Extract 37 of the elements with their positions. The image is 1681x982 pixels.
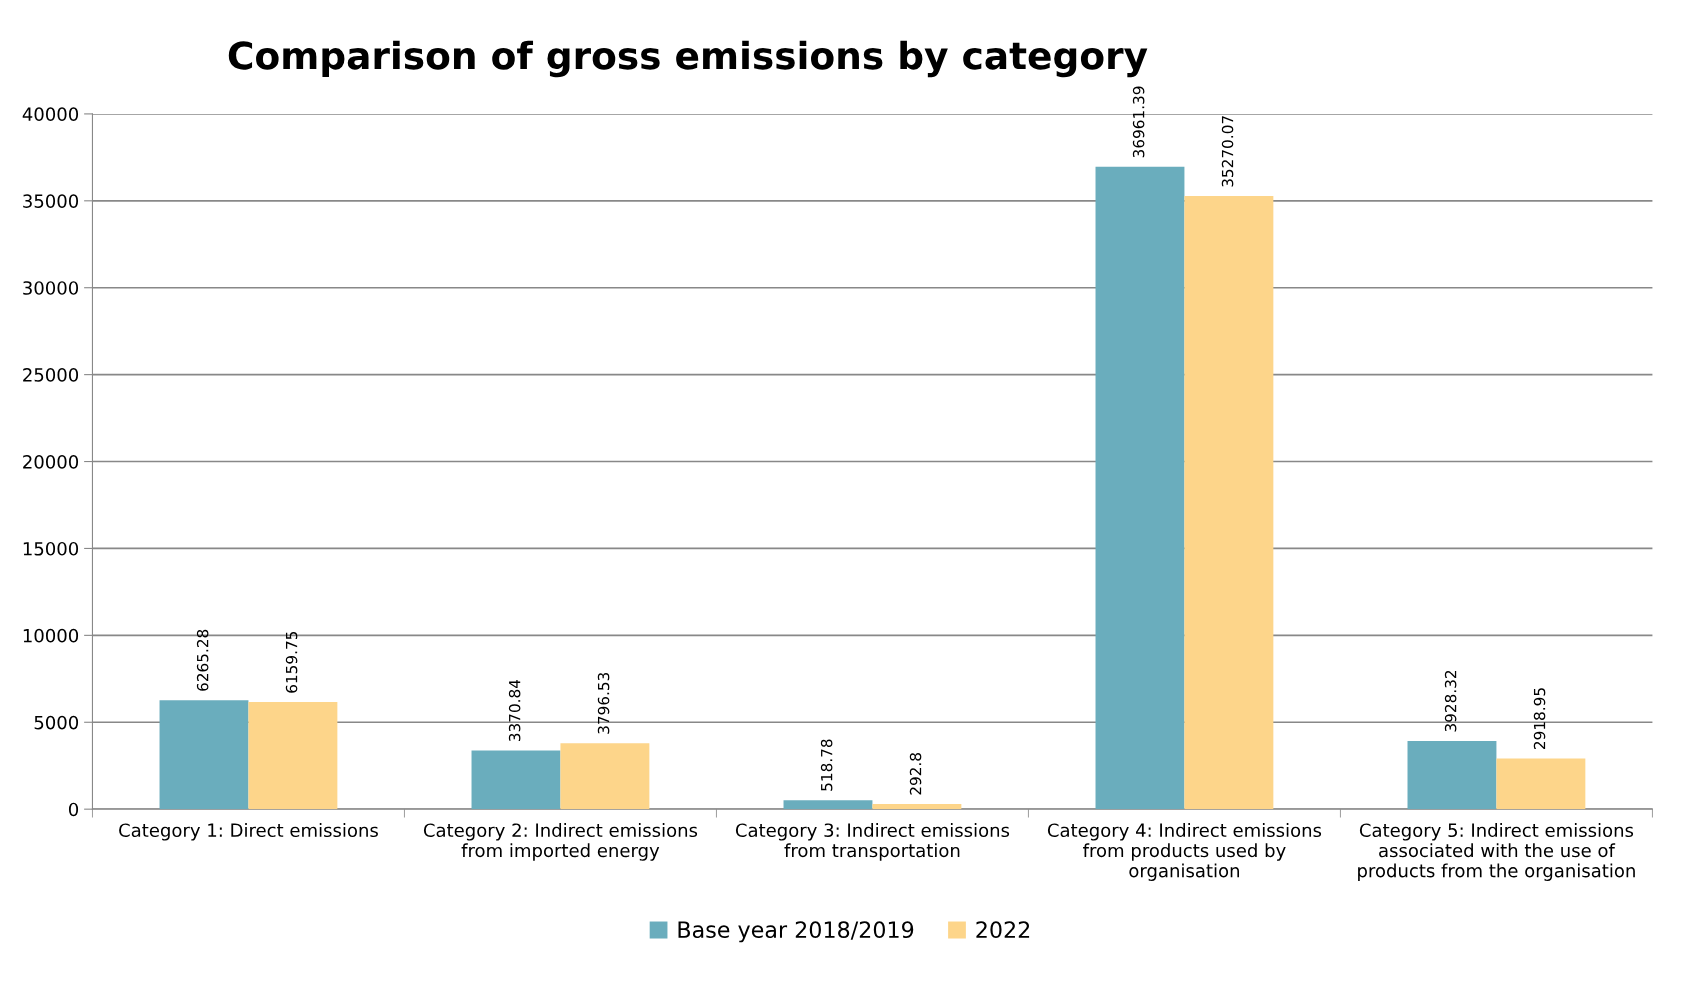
data-label: 3370.84	[508, 679, 521, 742]
bar	[872, 804, 962, 810]
y-tick-label: 10000	[23, 628, 79, 643]
x-tick-label: Category 2: Indirect emissions from imported energy	[423, 823, 698, 861]
y-tick-label: 20000	[23, 455, 79, 469]
y-tick-label: 30000	[23, 281, 79, 295]
data-label: 3928.32	[1444, 670, 1457, 732]
bar	[1407, 740, 1497, 810]
chart-title: Comparison of gross emissions by category	[228, 40, 1148, 78]
data-label: 292.8	[909, 753, 922, 795]
legend-label: 2022	[976, 921, 1030, 939]
data-label: 36961.39	[1132, 86, 1145, 158]
data-label: 518.78	[820, 739, 833, 791]
legend-label: Base year 2018/2019	[678, 921, 914, 943]
data-label: 6159.75	[285, 631, 298, 693]
y-tick-label: 25000	[23, 368, 79, 382]
x-tick-label: Category 1: Direct emissions	[119, 823, 378, 841]
y-tick-label: 35000	[23, 194, 79, 208]
y-tick-label: 15000	[23, 541, 79, 556]
data-label: 3796.53	[597, 672, 610, 734]
bar	[1184, 196, 1274, 810]
bar	[471, 750, 561, 810]
bar	[1496, 758, 1586, 810]
data-label: 6265.28	[196, 629, 209, 691]
bar	[1095, 166, 1185, 810]
bar	[248, 702, 338, 810]
x-tick-label: Category 5: Indirect emissions associated with the use of products from the organisation	[1358, 823, 1635, 881]
bar	[159, 700, 249, 810]
x-tick-label: Category 4: Indirect emissions from products used by organisation	[1047, 823, 1322, 881]
x-tick-label: Category 3: Indirect emissions from transportation	[735, 823, 1010, 861]
y-tick-label: 40000	[22, 107, 79, 122]
y-tick-label: 5000	[34, 715, 79, 730]
bar	[783, 800, 873, 810]
data-label: 2918.95	[1533, 688, 1546, 749]
y-tick-label: 0	[68, 802, 79, 817]
bar	[560, 743, 650, 810]
data-label: 35270.07	[1221, 116, 1234, 187]
